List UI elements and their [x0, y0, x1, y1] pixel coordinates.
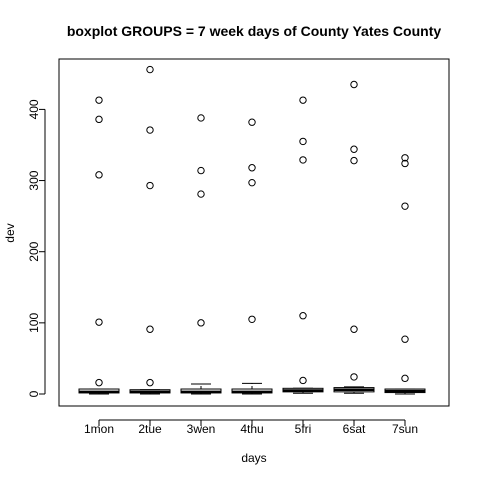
y-tick-label: 100: [27, 313, 41, 333]
y-tick-label: 0: [27, 390, 41, 397]
x-tick-label: 3wen: [187, 422, 216, 436]
x-axis-label: days: [241, 451, 266, 465]
x-tick-label: 5fri: [295, 422, 312, 436]
x-tick-label: 4thu: [240, 422, 263, 436]
x-tick-label: 1mon: [84, 422, 114, 436]
y-axis-label: dev: [3, 223, 17, 242]
chart-title: boxplot GROUPS = 7 week days of County Y…: [67, 23, 442, 39]
y-tick-label: 400: [27, 99, 41, 119]
x-tick-label: 6sat: [343, 422, 366, 436]
x-tick-label: 7sun: [392, 422, 418, 436]
y-tick-label: 200: [27, 241, 41, 261]
y-tick-label: 300: [27, 170, 41, 190]
x-tick-label: 2tue: [138, 422, 162, 436]
